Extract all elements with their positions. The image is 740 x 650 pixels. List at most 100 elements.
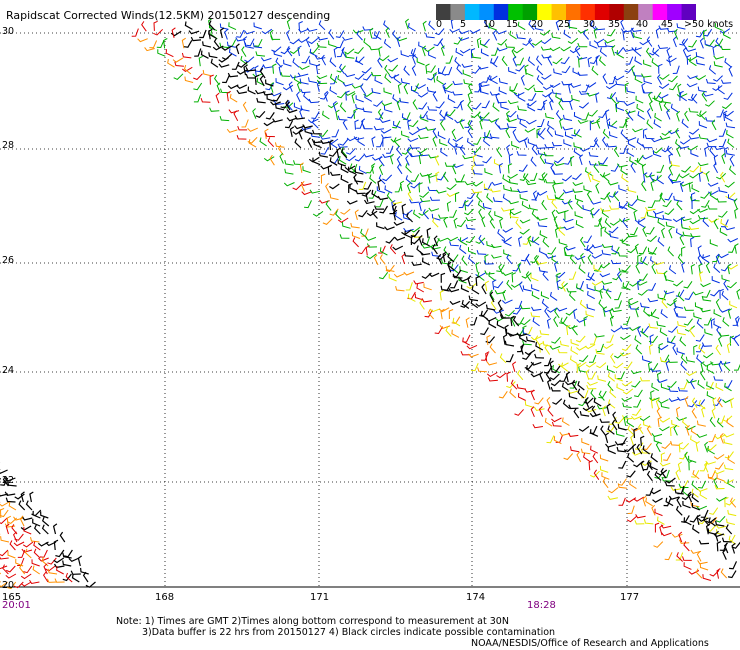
wind-barb	[500, 207, 512, 212]
wind-barb	[702, 217, 710, 227]
wind-barb	[627, 425, 635, 436]
wind-barb	[634, 75, 643, 84]
wind-barb	[724, 181, 735, 188]
wind-barb	[725, 524, 733, 535]
wind-barb	[560, 56, 570, 65]
wind-barb	[673, 306, 678, 317]
wind-barb	[255, 51, 266, 57]
wind-barb	[720, 45, 731, 51]
wind-barb	[695, 441, 700, 452]
wind-barb	[235, 43, 240, 55]
wind-barb	[687, 145, 698, 151]
wind-barb	[656, 379, 668, 383]
wind-barb	[728, 535, 736, 545]
wind-barb	[538, 406, 544, 417]
wind-barb	[527, 138, 536, 146]
wind-barb	[449, 254, 459, 262]
wind-barb	[716, 109, 724, 118]
wind-barb	[492, 102, 500, 112]
wind-barb	[637, 279, 642, 290]
wind-barb	[561, 417, 570, 426]
wind-barb	[577, 119, 589, 124]
wind-barb	[652, 47, 660, 57]
wind-barb	[411, 65, 417, 76]
wind-barb	[656, 469, 668, 476]
wind-barb	[645, 47, 652, 58]
wind-barb	[651, 138, 662, 143]
wind-barb	[6, 565, 16, 573]
wind-barb	[596, 118, 601, 129]
wind-barb	[655, 441, 661, 453]
wind-barb	[613, 75, 625, 81]
wind-barb	[544, 365, 553, 374]
wind-barb	[393, 120, 402, 129]
wind-barb	[646, 459, 653, 471]
wind-barb	[600, 425, 607, 436]
wind-barb	[456, 219, 467, 228]
wind-barb	[416, 57, 425, 66]
wind-barb	[643, 307, 650, 317]
wind-barb	[358, 165, 367, 175]
wind-barb	[194, 48, 202, 57]
wind-barb	[475, 261, 480, 273]
wind-barb	[665, 360, 670, 371]
wind-barb	[262, 91, 274, 96]
wind-barb	[599, 288, 604, 299]
wind-barb	[45, 565, 56, 572]
wind-barb	[221, 53, 233, 61]
wind-barb	[209, 107, 220, 112]
wind-barb	[517, 105, 527, 111]
wind-barb	[702, 29, 708, 40]
wind-barb	[266, 94, 275, 102]
wind-barb	[410, 85, 419, 95]
wind-barb	[684, 396, 689, 407]
wind-barb	[527, 103, 536, 112]
wind-barb	[621, 344, 632, 352]
wind-barb	[498, 86, 507, 95]
wind-barb	[595, 348, 605, 355]
wind-barb	[601, 472, 610, 480]
wind-barb	[531, 291, 540, 300]
wind-barb	[289, 47, 301, 55]
wind-barb	[449, 264, 459, 272]
wind-barb	[418, 151, 430, 157]
wind-barb	[648, 246, 658, 255]
wind-barb	[622, 388, 634, 395]
wind-barb	[704, 328, 713, 336]
wind-barb	[620, 19, 625, 30]
wind-barb	[489, 343, 496, 354]
wind-barb	[663, 290, 675, 295]
colorbar-swatch	[580, 4, 596, 20]
wind-barb	[17, 549, 26, 558]
wind-barb	[702, 92, 714, 97]
wind-barb	[724, 226, 735, 231]
wind-barb	[580, 448, 591, 455]
wind-barb	[358, 181, 367, 190]
wind-barb	[358, 210, 368, 218]
wind-barb	[501, 299, 513, 304]
wind-barb	[401, 253, 406, 265]
wind-barb	[535, 144, 546, 149]
wind-barb	[581, 438, 590, 446]
wind-barb	[647, 199, 656, 209]
wind-barb	[499, 217, 504, 229]
wind-barb	[374, 76, 383, 85]
wind-barb	[525, 119, 537, 125]
wind-barb	[572, 181, 584, 186]
wind-barb	[718, 186, 728, 194]
wind-barb	[21, 548, 33, 553]
wind-barb	[22, 541, 34, 548]
wind-barb	[714, 484, 725, 490]
wind-barb	[183, 40, 193, 48]
wind-barb	[703, 352, 714, 359]
wind-barb	[353, 136, 365, 141]
wind-barb	[635, 306, 640, 318]
wind-barb	[545, 254, 557, 259]
wind-barb	[724, 382, 732, 392]
wind-barb	[337, 74, 345, 84]
wind-barb	[210, 58, 219, 68]
wind-barb	[725, 122, 736, 129]
wind-barb	[677, 386, 688, 392]
wind-barb	[522, 39, 533, 46]
wind-barb	[623, 361, 633, 369]
